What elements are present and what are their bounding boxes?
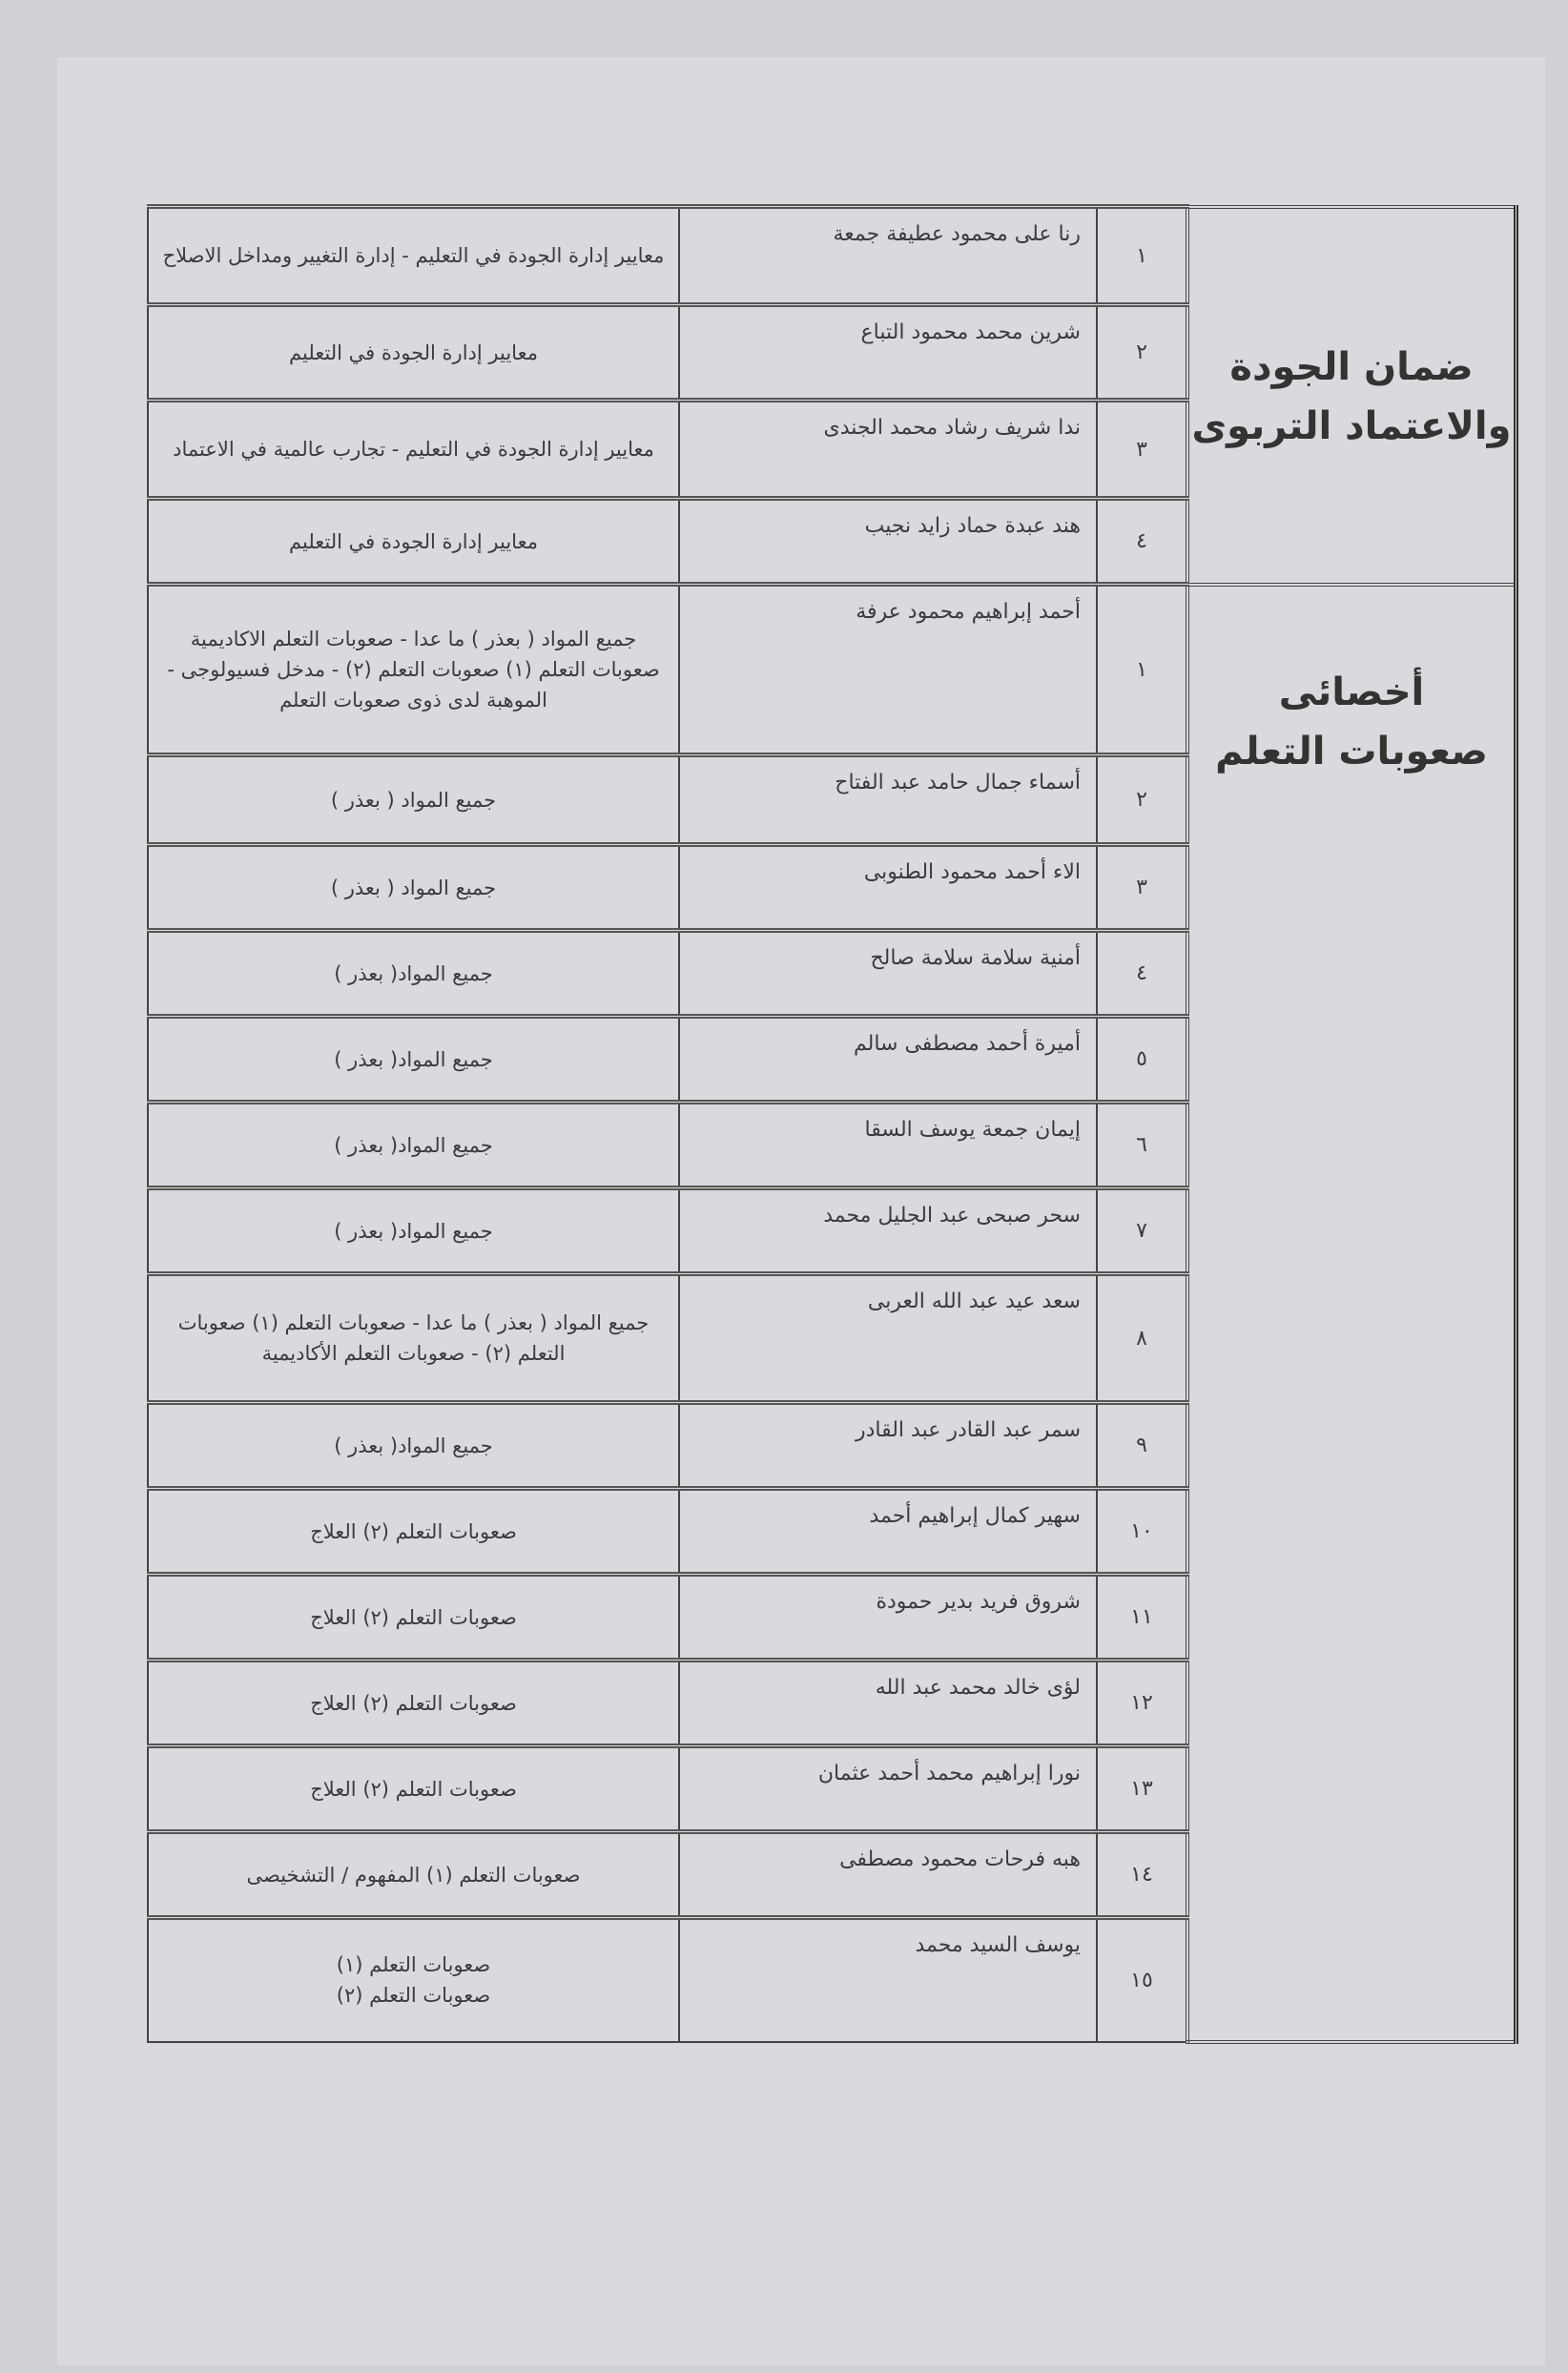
number-cell: ٧: [1096, 1186, 1188, 1275]
number-cell: ٤: [1096, 928, 1188, 1018]
table-row: ١٠ سهير كمال إبراهيم أحمد صعوبات التعلم (٢…: [147, 1486, 1516, 1576]
number-cell: ١: [1096, 204, 1188, 306]
category-label: صعوبات التعلم: [1215, 729, 1488, 774]
name-cell: سهير كمال إبراهيم أحمد: [678, 1486, 1098, 1576]
category-cell: ضمان الجودة والاعتماد التربوى: [1186, 204, 1518, 587]
table-row: ٤ أمنية سلامة سلامة صالح جميع المواد( بعذر…: [147, 928, 1516, 1018]
subject-cell: صعوبات التعلم (٢) العلاج: [147, 1486, 680, 1576]
table-row: ١٢ لؤى خالد محمد عبد الله صعوبات التعلم (٢…: [147, 1658, 1516, 1747]
number-cell: ١٠: [1096, 1486, 1188, 1576]
category-label: والاعتماد التربوى: [1191, 403, 1512, 448]
name-cell: أميرة أحمد مصطفى سالم: [678, 1014, 1098, 1104]
number-cell: ٩: [1096, 1400, 1188, 1490]
name-cell: إيمان جمعة يوسف السقا: [678, 1100, 1098, 1189]
name-cell: سمر عبد القادر عبد القادر: [678, 1400, 1098, 1490]
number-cell: ٢: [1096, 753, 1188, 846]
category-label: أخصائى: [1278, 670, 1425, 714]
category-cell: أخصائى صعوبات التعلم: [1186, 582, 1518, 2044]
number-cell: ١١: [1096, 1572, 1188, 1661]
subject-cell: معايير إدارة الجودة في التعليم: [147, 302, 680, 402]
subject-cell: جميع المواد ( بعذر ) ما عدا - صعوبات الت…: [147, 1271, 680, 1404]
subject-cell: جميع المواد( بعذر ): [147, 1100, 680, 1189]
name-cell: شرين محمد محمود التباع: [678, 302, 1098, 402]
table-row: ٩ سمر عبد القادر عبد القادر جميع المواد( ب…: [147, 1400, 1516, 1490]
subject-cell: جميع المواد( بعذر ): [147, 1186, 680, 1275]
subject-cell: صعوبات التعلم (٢) العلاج: [147, 1572, 680, 1661]
number-cell: ١٣: [1096, 1744, 1188, 1833]
category-label: ضمان الجودة: [1229, 344, 1474, 389]
number-cell: ١: [1096, 582, 1188, 756]
subject-cell: صعوبات التعلم (٢) العلاج: [147, 1658, 680, 1747]
number-cell: ٣: [1096, 398, 1188, 500]
number-cell: ٥: [1096, 1014, 1188, 1104]
subject-cell: صعوبات التعلم (١) المفهوم / التشخيصى: [147, 1829, 680, 1919]
name-cell: أمنية سلامة سلامة صالح: [678, 928, 1098, 1018]
table-row: ١٤ هبه فرحات محمود مصطفى صعوبات التعلم (١)…: [147, 1829, 1516, 1919]
table-row: ١٥ يوسف السيد محمد صعوبات التعلم (١) صعوبا…: [147, 1915, 1516, 2043]
name-cell: سعد عيد عبد الله العربى: [678, 1271, 1098, 1404]
name-cell: أحمد إبراهيم محمود عرفة: [678, 582, 1098, 756]
table-row: ٢ أسماء جمال حامد عبد الفتاح جميع المواد (…: [147, 753, 1516, 846]
subject-cell: جميع المواد ( بعذر ): [147, 753, 680, 846]
table-row: ١١ شروق فريد بدير حمودة صعوبات التعلم (٢) …: [147, 1572, 1516, 1661]
name-cell: رنا على محمود عطيفة جمعة: [678, 204, 1098, 306]
table-row: ٥ أميرة أحمد مصطفى سالم جميع المواد( بعذر …: [147, 1014, 1516, 1104]
number-cell: ١٥: [1096, 1915, 1188, 2043]
name-cell: شروق فريد بدير حمودة: [678, 1572, 1098, 1661]
number-cell: ٨: [1096, 1271, 1188, 1404]
table-row: ٦ إيمان جمعة يوسف السقا جميع المواد( بعذر …: [147, 1100, 1516, 1189]
table-row: ٧ سحر صبحى عبد الجليل محمد جميع المواد( بع…: [147, 1186, 1516, 1275]
subject-cell: معايير إدارة الجودة في التعليم: [147, 496, 680, 586]
subject-cell: جميع المواد ( بعذر ): [147, 842, 680, 932]
name-cell: أسماء جمال حامد عبد الفتاح: [678, 753, 1098, 846]
subject-cell: جميع المواد( بعذر ): [147, 928, 680, 1018]
name-cell: هبه فرحات محمود مصطفى: [678, 1829, 1098, 1919]
name-cell: نورا إبراهيم محمد أحمد عثمان: [678, 1744, 1098, 1833]
number-cell: ٦: [1096, 1100, 1188, 1189]
subject-cell: صعوبات التعلم (٢) العلاج: [147, 1744, 680, 1833]
name-cell: الاء أحمد محمود الطنوبى: [678, 842, 1098, 932]
subject-cell: معايير إدارة الجودة في التعليم - تجارب ع…: [147, 398, 680, 500]
name-cell: لؤى خالد محمد عبد الله: [678, 1658, 1098, 1747]
name-cell: يوسف السيد محمد: [678, 1915, 1098, 2043]
table-row: أخصائى صعوبات التعلم ١ أحمد إبراهيم محمود ع…: [147, 582, 1518, 2044]
table-row: ٣ ندا شريف رشاد محمد الجندى معايير إدارة ا…: [147, 398, 1516, 500]
number-cell: ١٢: [1096, 1658, 1188, 1747]
name-cell: هند عبدة حماد زايد نجيب: [678, 496, 1098, 586]
table-row: ٨ سعد عيد عبد الله العربى جميع المواد ( بع…: [147, 1271, 1516, 1404]
number-cell: ٢: [1096, 302, 1188, 402]
table-row: ٣ الاء أحمد محمود الطنوبى جميع المواد ( بع…: [147, 842, 1516, 932]
subject-cell: صعوبات التعلم (١) صعوبات التعلم (٢): [147, 1915, 680, 2043]
subject-cell: جميع المواد( بعذر ): [147, 1400, 680, 1490]
number-cell: ١٤: [1096, 1829, 1188, 1919]
name-cell: سحر صبحى عبد الجليل محمد: [678, 1186, 1098, 1275]
name-cell: ندا شريف رشاد محمد الجندى: [678, 398, 1098, 500]
table-row: ٢ شرين محمد محمود التباع معايير إدارة الجو…: [147, 302, 1516, 402]
number-cell: ٤: [1096, 496, 1188, 586]
table-row: ٤ هند عبدة حماد زايد نجيب معايير إدارة الج…: [147, 496, 1516, 586]
subject-cell: جميع المواد( بعذر ): [147, 1014, 680, 1104]
table-row: ضمان الجودة والاعتماد التربوى ١ رنا على محم…: [147, 204, 1518, 587]
subject-cell: جميع المواد ( بعذر ) ما عدا - صعوبات الت…: [147, 582, 680, 756]
table-row: ١٣ نورا إبراهيم محمد أحمد عثمان صعوبات الت…: [147, 1744, 1516, 1833]
number-cell: ٣: [1096, 842, 1188, 932]
subject-cell: معايير إدارة الجودة في التعليم - إدارة ا…: [147, 204, 680, 306]
results-table: ضمان الجودة والاعتماد التربوى ١ رنا على محم…: [147, 204, 1518, 2044]
